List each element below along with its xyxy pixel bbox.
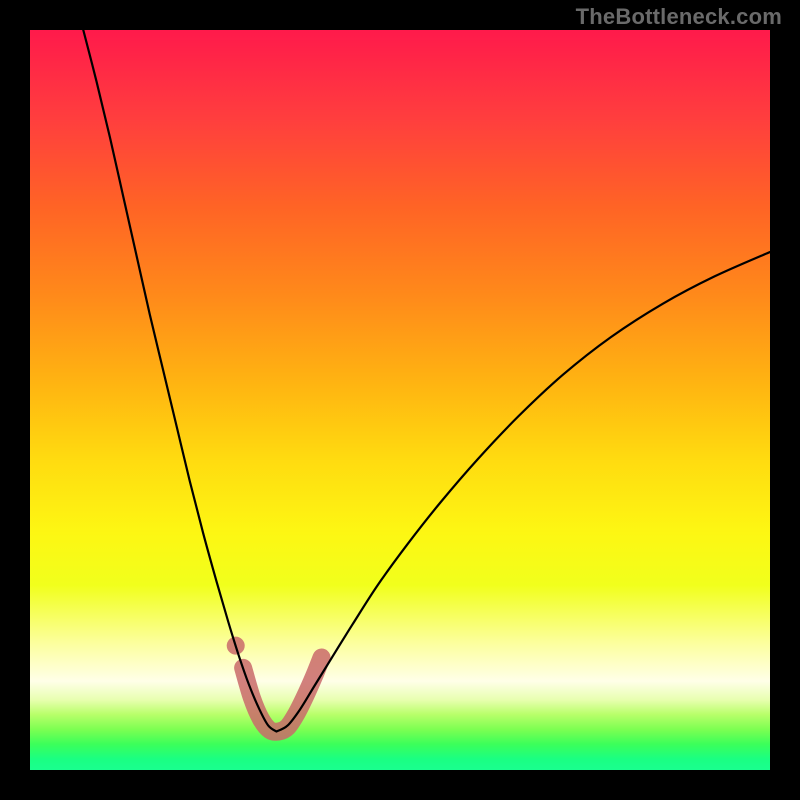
- v-curve-line: [83, 30, 770, 732]
- chart-curve-layer: [30, 30, 770, 770]
- chart-plot-area: [30, 30, 770, 770]
- watermark-text: TheBottleneck.com: [576, 4, 782, 30]
